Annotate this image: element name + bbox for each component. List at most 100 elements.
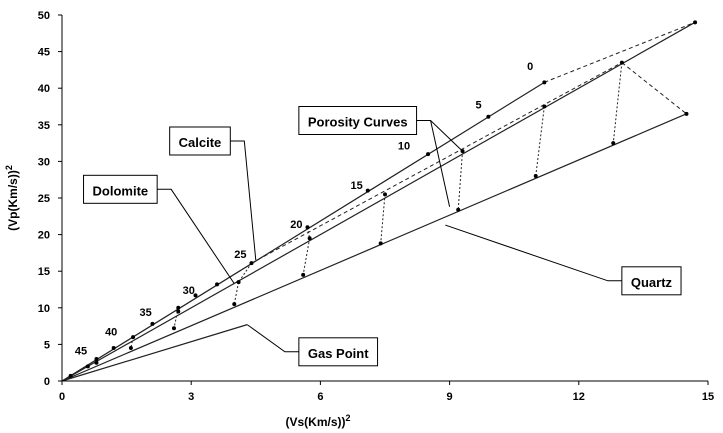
callout-dolomite: Dolomite: [83, 174, 158, 204]
x-tick-label: 12: [573, 391, 585, 403]
data-point: [176, 305, 181, 310]
y-tick-label: 45: [38, 47, 50, 59]
series-line-quartz: [61, 113, 687, 382]
callout-leader: [416, 120, 451, 207]
callout-box: [169, 126, 231, 156]
callouts: Porosity Curves Calcite Dolomite Quartz Gas …: [83, 106, 682, 367]
y-tick-label: 35: [38, 120, 50, 132]
series-line-gas-point: [61, 324, 248, 382]
porosity-label: 5: [475, 100, 481, 112]
callout-porosity-curves: Porosity Curves: [298, 106, 418, 135]
data-point: [378, 241, 383, 246]
callout-text: Calcite: [179, 135, 222, 150]
data-point: [307, 236, 312, 241]
data-point: [533, 174, 538, 179]
y-tick-label: 0: [44, 376, 50, 388]
data-point: [128, 346, 133, 351]
porosity-curve: [621, 62, 687, 115]
tie-line: [380, 194, 386, 244]
data-point: [94, 357, 99, 362]
y-tick-label: 10: [38, 303, 50, 315]
data-point: [249, 261, 254, 266]
callout-text: Gas Point: [308, 346, 369, 361]
porosity-label: 15: [351, 180, 363, 192]
callout-box: [298, 106, 418, 135]
data-point: [193, 293, 198, 298]
callout-leader: [230, 140, 257, 261]
data-point: [383, 192, 387, 197]
data-point: [236, 280, 241, 285]
data-point: [486, 114, 491, 119]
porosity-curve: [251, 62, 623, 264]
y-tick-label: 30: [38, 156, 50, 168]
callout-box: [621, 266, 682, 296]
porosity-label: 20: [290, 219, 302, 231]
callout-text: Dolomite: [93, 183, 149, 198]
y-tick-label: 25: [38, 193, 50, 205]
callout-text: Porosity Curves: [308, 115, 408, 130]
callout-leader: [445, 224, 622, 282]
series-line-calcite: [61, 81, 545, 382]
data-point: [171, 326, 176, 331]
chart-markers: [68, 20, 698, 378]
tie-line: [457, 151, 464, 210]
data-point: [542, 80, 547, 85]
data-point: [301, 272, 306, 277]
tie-line: [173, 307, 179, 329]
data-point: [684, 111, 689, 116]
data-point: [305, 225, 310, 230]
data-point: [693, 20, 698, 25]
tie-line: [535, 106, 545, 177]
data-point: [176, 309, 181, 314]
callout-quartz: Quartz: [621, 266, 682, 296]
series-line-dolomite: [61, 21, 696, 382]
data-point: [542, 104, 547, 109]
callout-leader: [157, 188, 235, 284]
y-tick-label: 15: [38, 266, 50, 278]
callout-gas-point: Gas Point: [298, 337, 379, 367]
callout-text: Quartz: [631, 275, 673, 290]
tie-line: [233, 282, 240, 305]
callout-box: [298, 337, 379, 367]
x-tick-label: 9: [447, 391, 453, 403]
x-axis-label: (Vs(Km/s))2: [285, 413, 350, 429]
data-point: [131, 335, 136, 340]
x-tick-label: 15: [702, 391, 714, 403]
data-point: [619, 60, 624, 65]
y-tick-label: 5: [44, 339, 50, 351]
y-tick-label: 40: [38, 83, 50, 95]
porosity-label: 35: [140, 307, 152, 319]
porosity-curve: [544, 21, 696, 83]
callout-box: [83, 174, 158, 204]
data-point: [232, 302, 237, 307]
data-point: [68, 373, 73, 378]
porosity-label: 10: [398, 141, 410, 153]
data-point: [426, 152, 431, 157]
data-point: [111, 346, 116, 351]
y-tick-label: 20: [38, 230, 50, 242]
x-tick-label: 0: [59, 391, 65, 403]
porosity-label: 0: [527, 61, 533, 73]
x-tick-label: 3: [188, 391, 194, 403]
y-axis-label: (Vp(Km/s))2: [4, 165, 20, 231]
data-point: [94, 360, 99, 365]
callout-leader: [246, 324, 299, 353]
porosity-label: 30: [183, 285, 195, 297]
data-point: [365, 188, 370, 193]
chart-axes: [58, 14, 709, 385]
data-point: [215, 282, 220, 287]
porosity-label: 25: [234, 249, 246, 261]
y-tick-label: 50: [38, 10, 50, 22]
tie-line: [612, 62, 623, 144]
chart-lines: [61, 21, 696, 382]
porosity-label: 45: [75, 346, 87, 358]
callout-calcite: Calcite: [169, 126, 231, 156]
data-point: [611, 141, 616, 146]
porosity-label: 40: [105, 327, 117, 339]
data-point: [85, 364, 90, 369]
data-point: [150, 321, 155, 326]
data-point: [456, 207, 461, 212]
porosity-labels: 0 5 10 15 20 25 30 35 40 45: [75, 61, 533, 358]
